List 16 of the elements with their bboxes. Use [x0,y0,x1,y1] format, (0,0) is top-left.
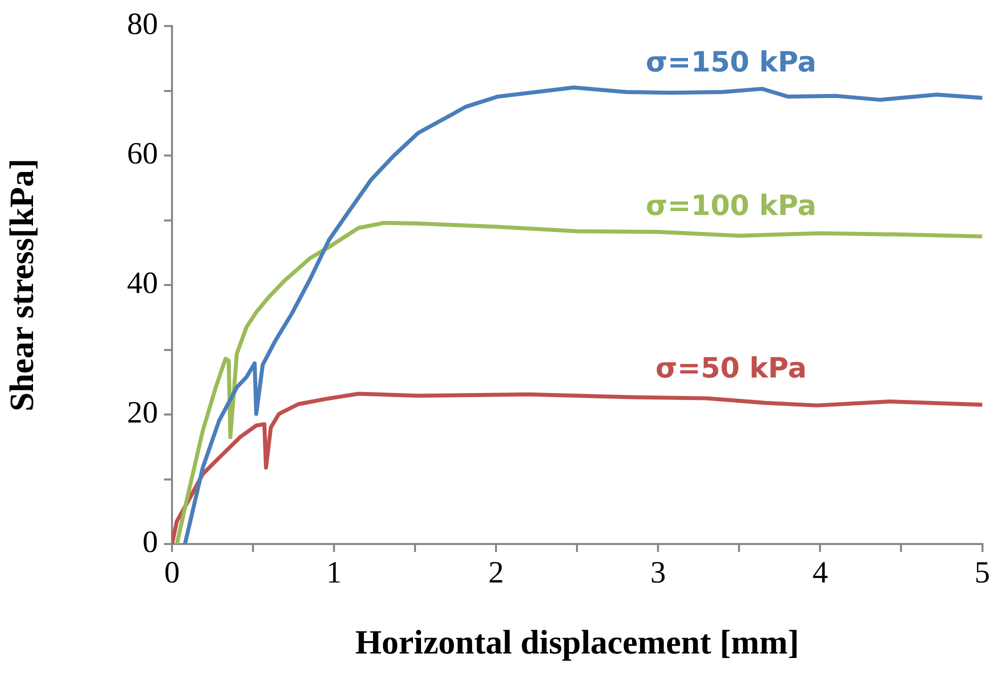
x-tick-label: 4 [812,554,828,590]
y-tick-label: 0 [142,524,158,560]
x-tick-label: 0 [164,554,180,590]
x-tick-label: 1 [326,554,342,590]
x-tick-label: 2 [488,554,504,590]
x-axis-title: Horizontal displacement [mm] [355,624,800,662]
series-label: σ=50 kPa [655,352,807,385]
y-axis-title: Shear stress[kPa] [4,158,42,412]
y-tick-label: 60 [127,136,158,171]
x-tick-label: 5 [974,554,990,590]
y-tick-label: 40 [127,265,158,300]
y-tick-label: 80 [127,6,158,42]
series-label: σ=100 kPa [646,189,816,222]
y-tick-label: 20 [127,394,158,430]
x-tick-label: 3 [650,554,666,590]
series-label: σ=150 kPa [646,45,816,78]
